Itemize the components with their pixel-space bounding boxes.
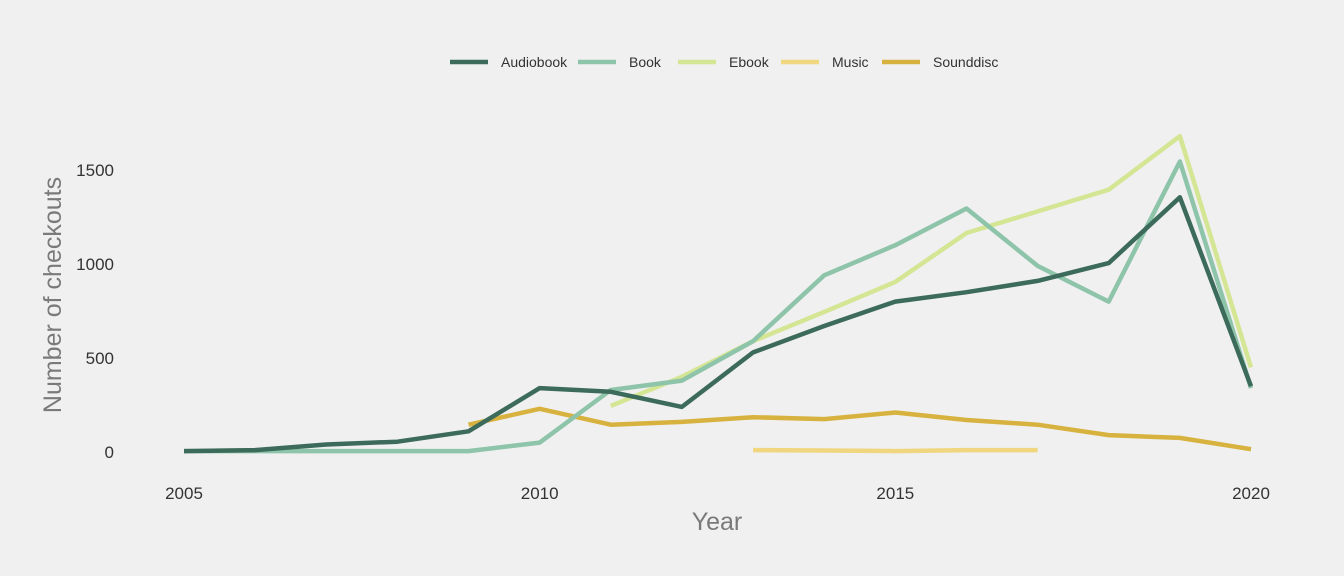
y-axis-ticks: 0 500 1000 1500 <box>76 161 114 462</box>
legend-label-music: Music <box>832 54 869 70</box>
series-line-audiobook <box>183 195 1254 454</box>
legend-item-book: Book <box>578 54 662 70</box>
legend-label-sounddisc: Sounddisc <box>933 54 998 70</box>
y-tick-label-500: 500 <box>86 349 114 368</box>
legend-label-book: Book <box>629 54 662 70</box>
x-tick-label-2005: 2005 <box>165 484 203 503</box>
legend-item-ebook: Ebook <box>678 54 770 70</box>
x-tick-label-2020: 2020 <box>1232 484 1270 503</box>
y-axis-title: Number of checkouts <box>39 177 67 413</box>
series-line-music <box>753 447 1038 454</box>
y-tick-label-1500: 1500 <box>76 161 114 180</box>
legend-label-audiobook: Audiobook <box>501 54 568 70</box>
y-tick-label-0: 0 <box>105 443 114 462</box>
legend: Audiobook Book Ebook Music Sounddisc <box>450 54 998 70</box>
legend-item-audiobook: Audiobook <box>450 54 568 70</box>
x-axis-ticks: 2005 2010 2015 2020 <box>165 484 1270 503</box>
legend-item-music: Music <box>781 54 869 70</box>
x-tick-label-2015: 2015 <box>876 484 914 503</box>
y-tick-label-1000: 1000 <box>76 255 114 274</box>
series-lines <box>183 133 1254 454</box>
series-line-book <box>184 159 1254 454</box>
x-tick-label-2010: 2010 <box>521 484 559 503</box>
legend-item-sounddisc: Sounddisc <box>882 54 998 70</box>
x-axis-title: Year <box>692 508 743 536</box>
series-line-sounddisc <box>468 406 1252 452</box>
legend-label-ebook: Ebook <box>729 54 770 70</box>
